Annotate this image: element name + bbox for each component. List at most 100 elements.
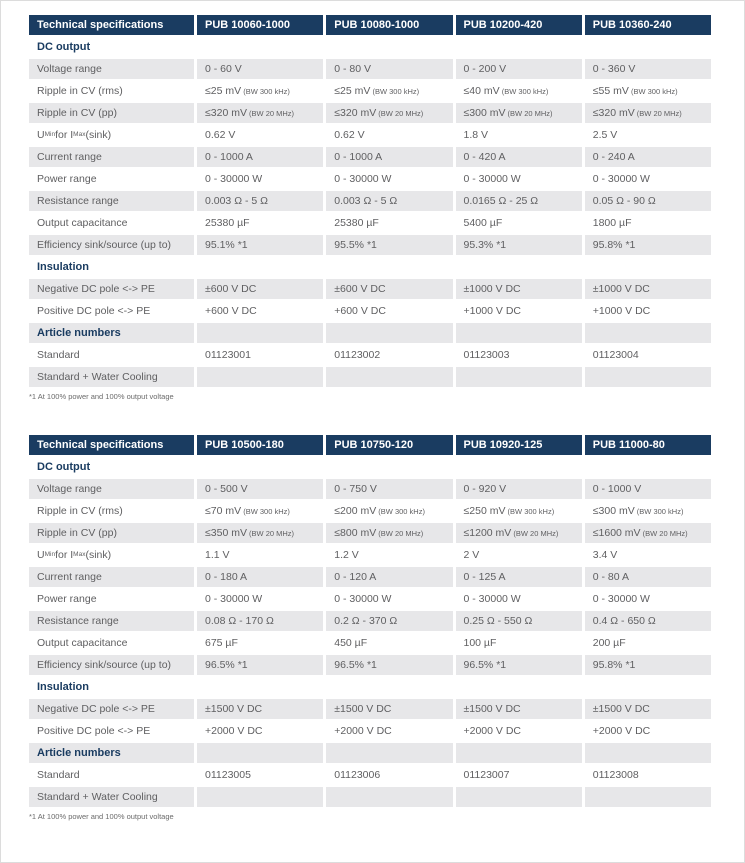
spec-value-cell: 0.08 Ω - 170 Ω	[197, 611, 324, 631]
spec-value-cell: 25380 µF	[197, 213, 324, 233]
spec-value-cell: ≤55 mV (BW 300 kHz)	[584, 81, 711, 101]
spec-value-cell: 01123003	[455, 345, 582, 365]
spec-value-cell: +2000 V DC	[455, 721, 582, 741]
spec-value-cell: 01123007	[455, 765, 582, 785]
spec-row-label: Standard	[29, 345, 194, 365]
spec-value-cell: ≤70 mV (BW 300 kHz)	[197, 501, 324, 521]
bandwidth-note: (BW 300 kHz)	[505, 506, 555, 516]
spec-value-cell: 01123001	[197, 345, 324, 365]
spec-row-label: Power range	[29, 169, 194, 189]
spec-value-cell: ≤1200 mV (BW 20 MHz)	[455, 523, 582, 543]
spec-value-cell: 0 - 750 V	[326, 479, 453, 499]
spec-value-cell: 1800 µF	[584, 213, 711, 233]
section-empty-cell	[455, 323, 582, 343]
spec-value-cell: ±1500 V DC	[584, 699, 711, 719]
value-main: ≤320 mV	[205, 107, 247, 119]
column-header: PUB 11000-80	[584, 435, 711, 455]
spec-value-cell: ≤320 mV (BW 20 MHz)	[326, 103, 453, 123]
spec-value-cell: 0.003 Ω - 5 Ω	[197, 191, 324, 211]
column-header: PUB 10920-125	[455, 435, 582, 455]
spec-value-cell: 0 - 30000 W	[326, 169, 453, 189]
spec-value-cell: 675 µF	[197, 633, 324, 653]
section-empty-cell	[584, 37, 711, 57]
spec-value-cell: 200 µF	[584, 633, 711, 653]
section-empty-cell	[455, 677, 582, 697]
spec-value-cell: 2.5 V	[584, 125, 711, 145]
spec-row-label: Resistance range	[29, 191, 194, 211]
section-empty-cell	[584, 257, 711, 277]
value-main: ≤320 mV	[592, 107, 635, 119]
spec-value-cell: +600 V DC	[326, 301, 453, 321]
spec-value-cell: 01123005	[197, 765, 324, 785]
spec-table-1: Technical specifications PUB 10060-1000 PU…	[29, 15, 711, 387]
bandwidth-note: (BW 20 MHz)	[246, 108, 295, 118]
spec-value-cell: ≤40 mV (BW 300 kHz)	[455, 81, 582, 101]
spec-value-cell: 95.8% *1	[584, 235, 711, 255]
value-main: ≤320 mV	[334, 107, 377, 119]
spec-row-label: Negative DC pole <-> PE	[29, 699, 194, 719]
spec-value-cell: 96.5% *1	[197, 655, 324, 675]
section-empty-cell	[197, 37, 324, 57]
spec-value-cell: 0 - 120 A	[326, 567, 453, 587]
value-main: ≤1600 mV	[592, 527, 641, 539]
value-main: ≤350 mV	[205, 527, 247, 539]
spec-row-label: Ripple in CV (rms)	[29, 81, 194, 101]
spec-value-cell: ±600 V DC	[326, 279, 453, 299]
subscript-text: Max	[73, 130, 86, 138]
bandwidth-note: (BW 20 MHz)	[511, 528, 559, 538]
spec-row-label: Voltage range	[29, 479, 194, 499]
spec-value-cell: 0 - 360 V	[584, 59, 711, 79]
spec-value-cell: 0 - 30000 W	[455, 589, 582, 609]
section-label: DC output	[29, 37, 194, 57]
section-empty-cell	[326, 257, 453, 277]
section-label: DC output	[29, 457, 194, 477]
spec-value-cell: 0 - 1000 A	[197, 147, 324, 167]
spec-value-cell: ≤300 mV (BW 20 MHz)	[455, 103, 582, 123]
bandwidth-note: (BW 300 kHz)	[634, 506, 684, 516]
footnote-1: *1 At 100% power and 100% output voltage	[29, 392, 174, 401]
spec-value-cell: 0.25 Ω - 550 Ω	[455, 611, 582, 631]
section-empty-cell	[197, 677, 324, 697]
spec-value-cell: ±1000 V DC	[584, 279, 711, 299]
spec-value-cell: +2000 V DC	[197, 721, 324, 741]
spec-row-label: Current range	[29, 147, 194, 167]
value-main: ≤40 mV	[463, 85, 500, 97]
spec-value-cell	[584, 787, 711, 807]
spec-row-label: Ripple in CV (pp)	[29, 523, 194, 543]
spec-value-cell: 0.05 Ω - 90 Ω	[584, 191, 711, 211]
spec-value-cell: +2000 V DC	[584, 721, 711, 741]
spec-value-cell: +600 V DC	[197, 301, 324, 321]
spec-value-cell: 0 - 920 V	[455, 479, 582, 499]
spec-block-1: Technical specifications PUB 10060-1000 PU…	[29, 15, 711, 401]
spec-value-cell	[326, 787, 453, 807]
spec-value-cell: 0 - 30000 W	[455, 169, 582, 189]
spec-row-label: Output capacitance	[29, 213, 194, 233]
value-main: ≤250 mV	[463, 505, 506, 517]
column-header: PUB 10060-1000	[197, 15, 324, 35]
spec-value-cell: ±1500 V DC	[455, 699, 582, 719]
section-empty-cell	[326, 37, 453, 57]
spec-value-cell: ±1000 V DC	[455, 279, 582, 299]
spec-value-cell: 95.5% *1	[326, 235, 453, 255]
bandwidth-note: (BW 20 MHz)	[376, 528, 424, 538]
bandwidth-note: (BW 300 kHz)	[628, 86, 678, 96]
section-empty-cell	[584, 743, 711, 763]
bandwidth-note: (BW 20 MHz)	[634, 108, 682, 118]
column-header: PUB 10080-1000	[326, 15, 453, 35]
spec-value-cell: 0 - 180 A	[197, 567, 324, 587]
spec-row-label: Resistance range	[29, 611, 194, 631]
section-empty-cell	[197, 457, 324, 477]
section-label: Insulation	[29, 677, 194, 697]
spec-value-cell: 0 - 1000 V	[584, 479, 711, 499]
column-header: PUB 10360-240	[584, 15, 711, 35]
spec-row-label: Standard	[29, 765, 194, 785]
spec-row-label: Voltage range	[29, 59, 194, 79]
bandwidth-note: (BW 20 MHz)	[505, 108, 553, 118]
spec-value-cell	[197, 367, 324, 387]
spec-value-cell: ≤350 mV (BW 20 MHz)	[197, 523, 324, 543]
spec-row-label: Power range	[29, 589, 194, 609]
spec-value-cell: 0.62 V	[326, 125, 453, 145]
spec-block-2: Technical specifications PUB 10500-180 PUB…	[29, 435, 711, 821]
column-header: PUB 10500-180	[197, 435, 324, 455]
section-empty-cell	[326, 323, 453, 343]
